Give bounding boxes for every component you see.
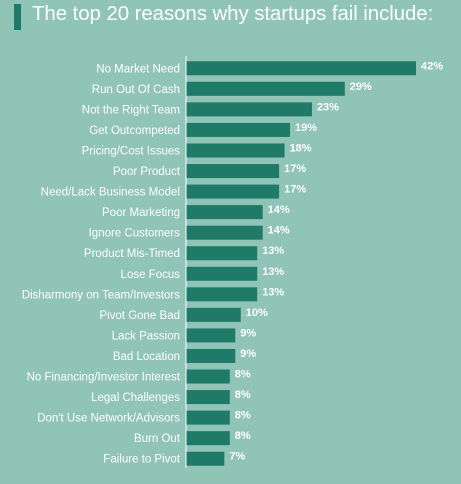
- bar: [186, 61, 416, 76]
- category-label: Ignore Customers: [89, 228, 181, 240]
- value-label: 14%: [268, 225, 290, 237]
- value-label: 13%: [262, 286, 284, 298]
- category-label: No Financing/Investor Interest: [27, 372, 181, 384]
- bar: [186, 287, 258, 302]
- category-label: Lack Passion: [112, 330, 180, 342]
- bar: [186, 348, 236, 363]
- category-label: Run Out Of Cash: [92, 84, 180, 96]
- category-label: Pivot Gone Bad: [99, 310, 180, 322]
- value-label: 17%: [284, 163, 306, 175]
- value-label: 18%: [290, 142, 312, 154]
- category-label: Poor Marketing: [102, 207, 180, 219]
- bar: [186, 122, 291, 137]
- chart-title: The top 20 reasons why startups fail inc…: [32, 2, 434, 25]
- bar: [186, 143, 285, 158]
- bar: [186, 451, 225, 466]
- category-label: No Market Need: [96, 63, 180, 75]
- bar: [186, 225, 263, 240]
- category-label: Failure to Pivot: [103, 454, 181, 466]
- value-label: 7%: [229, 451, 245, 463]
- bar: [186, 431, 230, 446]
- category-label: Pricing/Cost Issues: [82, 145, 181, 157]
- value-label: 9%: [240, 327, 256, 339]
- title-accent-bar: [14, 4, 21, 30]
- category-label: Not the Right Team: [82, 104, 180, 116]
- bar: [186, 266, 258, 281]
- bar: [186, 102, 312, 117]
- value-label: 8%: [235, 410, 251, 422]
- value-label: 10%: [246, 307, 268, 319]
- category-label: Lose Focus: [121, 269, 181, 281]
- value-label: 29%: [350, 81, 372, 93]
- category-label: Get Outcompeted: [89, 125, 180, 137]
- category-label: Burn Out: [134, 433, 181, 445]
- value-label: 19%: [295, 122, 317, 134]
- bar: [186, 307, 241, 322]
- bar: [186, 205, 263, 220]
- category-label: Poor Product: [113, 166, 181, 178]
- bar: [186, 184, 280, 199]
- category-label: Disharmony on Team/Investors: [22, 289, 181, 301]
- category-label: Product Mis-Timed: [84, 248, 180, 260]
- value-label: 8%: [235, 389, 251, 401]
- value-label: 9%: [240, 348, 256, 360]
- category-label: Bad Location: [113, 351, 180, 363]
- value-label: 42%: [421, 60, 443, 72]
- bar: [186, 390, 230, 405]
- value-label: 8%: [235, 430, 251, 442]
- bar: [186, 164, 280, 179]
- bar: [186, 81, 345, 96]
- bar: [186, 246, 258, 261]
- bar: [186, 369, 230, 384]
- bar: [186, 410, 230, 425]
- value-label: 13%: [262, 266, 284, 278]
- value-label: 8%: [235, 369, 251, 381]
- category-label: Need/Lack Business Model: [41, 187, 180, 199]
- bar: [186, 328, 236, 343]
- value-label: 23%: [317, 101, 339, 113]
- category-label: Legal Challenges: [91, 392, 180, 404]
- category-label: Don't Use Network/Advisors: [37, 413, 180, 425]
- value-label: 17%: [284, 184, 306, 196]
- value-label: 13%: [262, 245, 284, 257]
- value-label: 14%: [268, 204, 290, 216]
